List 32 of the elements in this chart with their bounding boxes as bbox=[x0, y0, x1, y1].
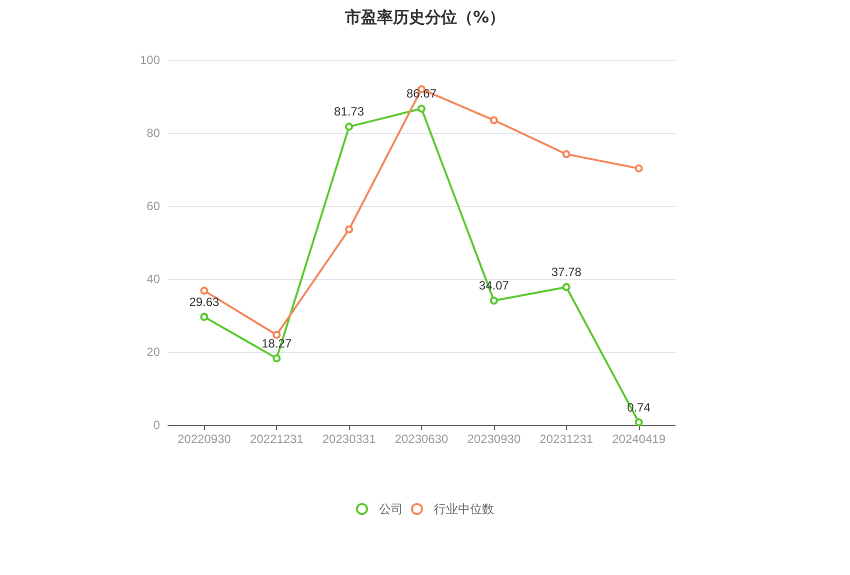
y-tick-label: 80 bbox=[146, 126, 160, 140]
legend-label: 公司 bbox=[379, 502, 403, 516]
x-tick-label: 20230331 bbox=[322, 432, 376, 446]
point bbox=[418, 104, 426, 113]
y-tick-label: 100 bbox=[140, 53, 160, 67]
data-label: 37.78 bbox=[551, 265, 582, 280]
y-tick-label: 60 bbox=[146, 199, 160, 213]
point bbox=[272, 354, 281, 362]
data-label: 29.63 bbox=[189, 294, 220, 309]
point bbox=[345, 122, 354, 131]
y-tick-label: 40 bbox=[146, 272, 160, 286]
point bbox=[490, 296, 498, 305]
point bbox=[634, 418, 643, 426]
x-tick-label: 20240419 bbox=[612, 432, 666, 446]
x-tick-label: 20231231 bbox=[540, 432, 594, 446]
point bbox=[634, 164, 643, 172]
legend-label: 行业中位数 bbox=[434, 502, 494, 516]
y-tick-label: 20 bbox=[146, 345, 160, 359]
chart-title: 市盈率历史分位（%） bbox=[344, 8, 506, 26]
data-label: 81.73 bbox=[334, 104, 364, 119]
y-tick-label: 0 bbox=[153, 418, 160, 432]
point bbox=[200, 286, 208, 295]
x-tick-label: 20230630 bbox=[394, 432, 449, 446]
point bbox=[272, 330, 281, 339]
x-tick-label: 20221231 bbox=[250, 432, 304, 446]
x-tick-label: 20220930 bbox=[178, 432, 232, 446]
point bbox=[490, 116, 498, 124]
point bbox=[562, 283, 570, 292]
point bbox=[562, 150, 570, 158]
point bbox=[200, 312, 208, 321]
x-tick-label: 20230930 bbox=[467, 432, 521, 446]
point bbox=[345, 225, 354, 234]
